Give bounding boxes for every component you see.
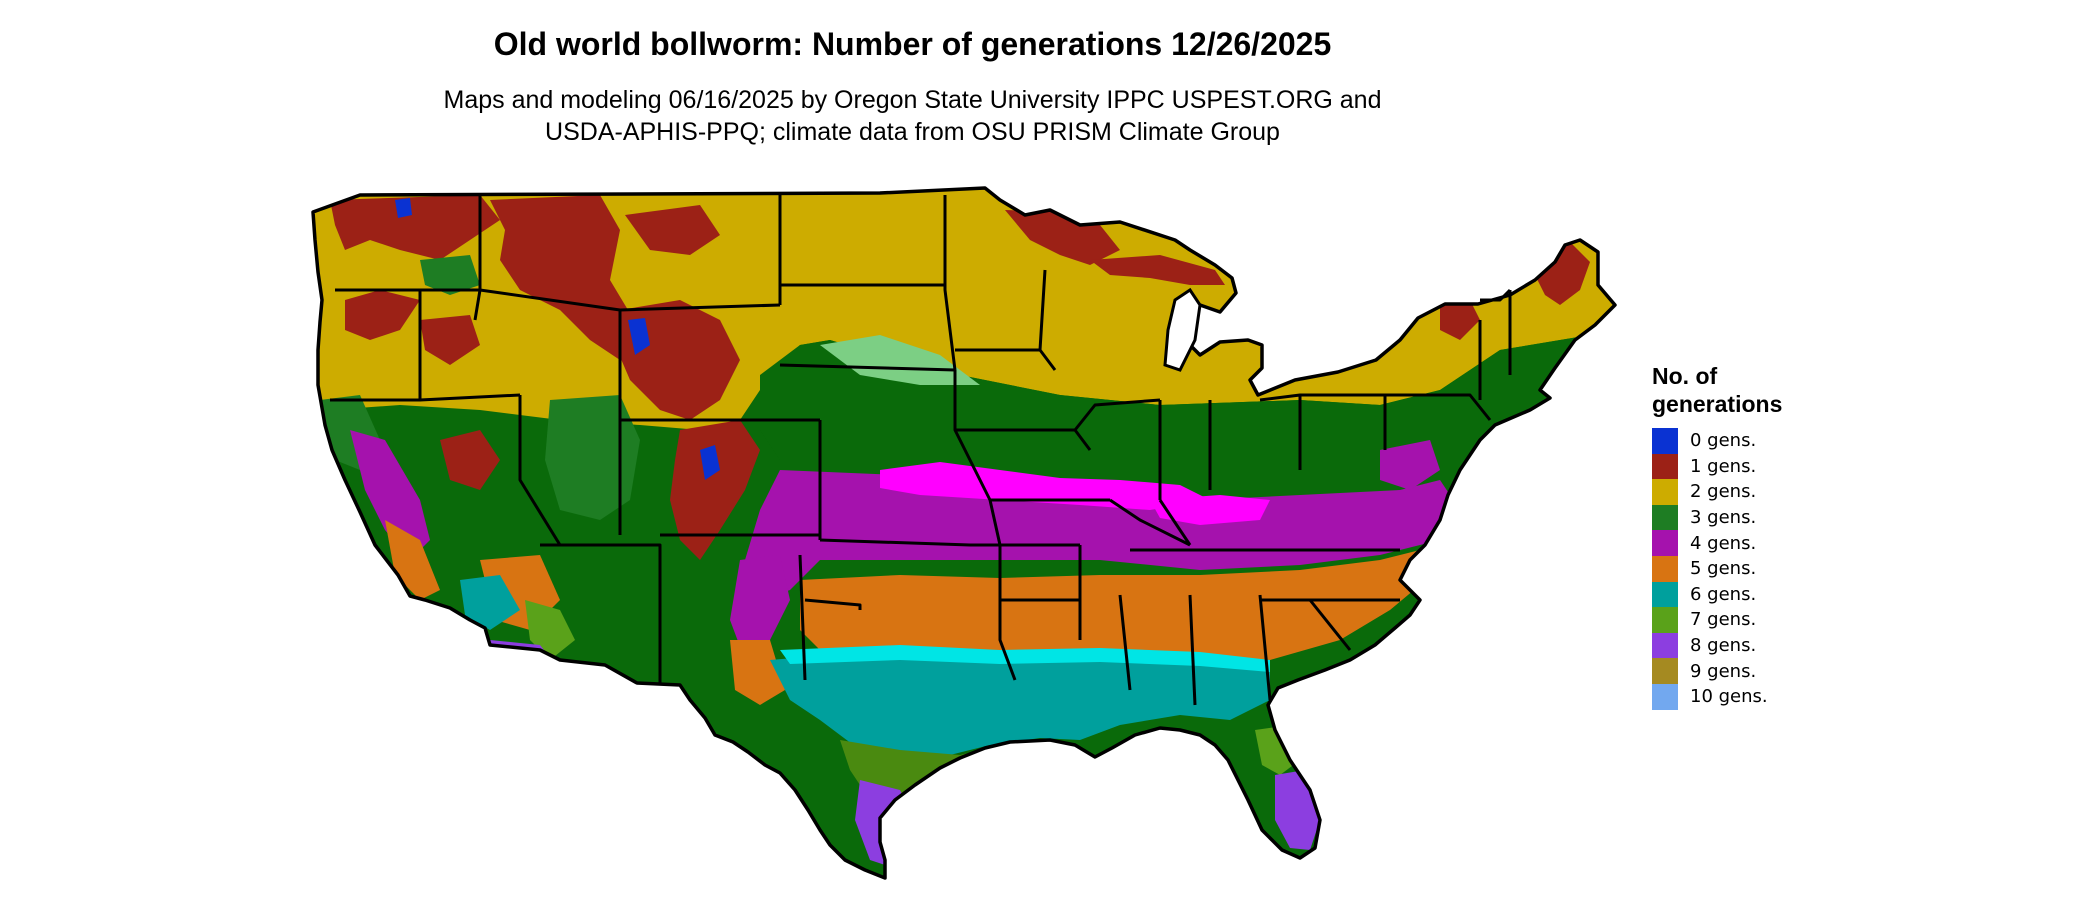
- legend-label: 2 gens.: [1690, 481, 1757, 503]
- legend-swatch: [1652, 555, 1678, 582]
- zone-0-wyoming: [628, 318, 650, 355]
- legend-label: 9 gens.: [1690, 660, 1757, 682]
- zone-4-carolina: [1380, 440, 1440, 490]
- subtitle-line-2: USDA-APHIS-PPQ; climate data from OSU PR…: [545, 118, 1280, 146]
- legend-label: 6 gens.: [1690, 583, 1757, 605]
- legend-swatch: [1652, 632, 1678, 659]
- zone-4-bright-2: [1150, 495, 1270, 525]
- legend-item: 3 gens.: [1652, 504, 1912, 531]
- generation-zones: [313, 188, 1615, 878]
- legend: No. of generations 0 gens. 1 gens. 2 gens.…: [1652, 362, 1912, 710]
- zone-0-colorado: [700, 445, 720, 480]
- legend-title-line-1: No. of: [1652, 363, 1718, 389]
- legend-item: 4 gens.: [1652, 530, 1912, 556]
- legend-title-line-2: generations: [1652, 391, 1783, 417]
- legend-label: 7 gens.: [1690, 609, 1757, 631]
- zone-4-central: [745, 470, 1460, 600]
- legend-swatch: [1652, 658, 1678, 684]
- zone-4-bright: [880, 462, 1210, 510]
- legend-item: 5 gens.: [1652, 555, 1912, 582]
- zone-5-calcentral: [385, 520, 440, 600]
- zone-1-montana-east: [625, 205, 720, 255]
- legend-swatch: [1652, 683, 1678, 710]
- legend-label: 8 gens.: [1690, 635, 1757, 657]
- legend-item: 10 gens.: [1652, 683, 1912, 710]
- zone-1-nevada: [440, 430, 500, 490]
- zone-6-az: [460, 575, 520, 630]
- zone-0-montana: [395, 198, 412, 218]
- legend-item: 1 gens.: [1652, 453, 1912, 480]
- legend-label: 1 gens.: [1690, 455, 1757, 477]
- zone-1-upper-mich: [1090, 255, 1225, 285]
- zone-6-cyan-edge: [780, 645, 1270, 672]
- legend-swatch: [1652, 504, 1678, 531]
- legend-items: 0 gens. 1 gens. 2 gens. 3 gens. 4 gens. 5 gen…: [1652, 428, 1912, 710]
- subtitle-line-1: Maps and modeling 06/16/2025 by Oregon S…: [443, 86, 1382, 114]
- legend-label: 5 gens.: [1690, 558, 1757, 580]
- legend-item: 7 gens.: [1652, 607, 1912, 633]
- zone-1-oregon: [345, 290, 420, 340]
- legend-title: No. of generations: [1652, 362, 1912, 418]
- zone-3-lightband: [820, 335, 980, 385]
- zone-5-westtex: [730, 640, 785, 705]
- zone-1-pnw: [330, 195, 500, 260]
- zone-1-idaho: [490, 195, 640, 360]
- zone-3-westbasin: [545, 395, 640, 520]
- legend-label: 3 gens.: [1690, 507, 1757, 529]
- legend-item: 0 gens.: [1652, 428, 1912, 454]
- legend-swatch: [1652, 453, 1678, 480]
- lake-michigan: [1163, 287, 1202, 372]
- legend-item: 2 gens.: [1652, 479, 1912, 505]
- legend-swatch: [1652, 581, 1678, 608]
- map-title: Old world bollworm: Number of generation…: [493, 26, 1332, 62]
- zone-4-newmexico: [730, 555, 790, 660]
- zone-3-oregon: [420, 255, 480, 295]
- legend-swatch: [1652, 479, 1678, 505]
- legend-item: 9 gens.: [1652, 658, 1912, 684]
- zone-6-gulf: [770, 655, 1270, 760]
- legend-label: 0 gens.: [1690, 430, 1757, 452]
- state-borders: [330, 195, 1512, 706]
- zone-1-ny: [1440, 300, 1480, 340]
- legend-label: 10 gens.: [1690, 686, 1768, 708]
- zone-4-cal-valley: [350, 430, 430, 560]
- legend-item: 8 gens.: [1652, 632, 1912, 659]
- legend-swatch: [1652, 607, 1678, 633]
- legend-swatch: [1652, 530, 1678, 556]
- zone-1-colorado: [670, 420, 760, 560]
- zone-1-oregon-east: [420, 315, 480, 365]
- legend-item: 6 gens.: [1652, 581, 1912, 608]
- legend-swatch: [1652, 428, 1678, 454]
- legend-label: 4 gens.: [1690, 532, 1757, 554]
- map-subtitle: Maps and modeling 06/16/2025 by Oregon S…: [0, 84, 1825, 148]
